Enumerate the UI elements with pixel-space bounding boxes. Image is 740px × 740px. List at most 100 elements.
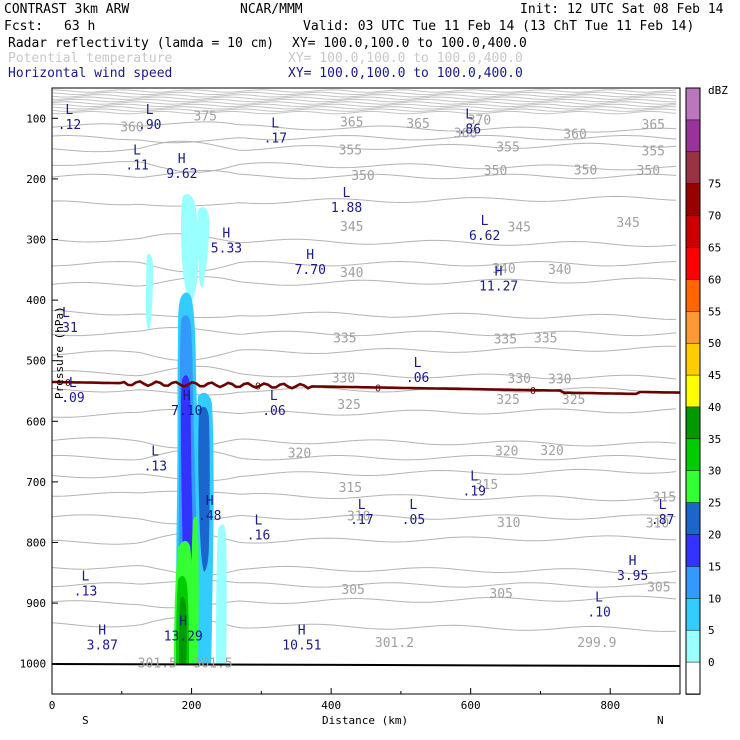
wind-extremum-value: .13 [74, 585, 97, 600]
wind-extremum-type: H [222, 227, 230, 242]
x-tick-label: 600 [461, 699, 481, 712]
theta-contour [51, 408, 677, 418]
theta-label: 310 [497, 516, 520, 531]
x-axis-title: Distance (km) [322, 714, 408, 727]
refl-cloud-side [146, 254, 153, 330]
freezing-level-label: 0 [375, 384, 381, 395]
wind-extremum-value: .17 [350, 513, 373, 528]
wind-extremum-type: L [65, 103, 73, 118]
wind-extremum-value: .86 [458, 122, 481, 137]
wind-extremum-value: .05 [402, 513, 425, 528]
theta-label: 310 [646, 517, 669, 532]
valid-time: Valid: 03 UTC Tue 11 Feb 14 (13 ChT Tue … [303, 19, 694, 34]
wind-extremum-value: .31 [54, 321, 77, 336]
wind-extremum-value: .19 [463, 485, 486, 500]
wind-extremum-type: L [465, 107, 473, 122]
colorbar-label: 25 [708, 497, 721, 510]
wind-extremum: L.17 [350, 498, 373, 528]
colorbar-label: 60 [708, 273, 721, 286]
theta-contour [51, 616, 677, 632]
colorbar-swatch [685, 661, 701, 695]
theta-contour [51, 387, 677, 396]
theta-contour [51, 437, 677, 449]
colorbar-label: 50 [708, 337, 721, 350]
theta-label: 350 [637, 164, 660, 179]
theta-contour [51, 532, 676, 545]
wind-extremum: L.13 [144, 444, 167, 474]
wind-extremum-type: L [595, 590, 603, 605]
theta-label: 301.5 [194, 657, 233, 672]
colorbar-swatch [685, 598, 701, 631]
upper-isentrope [52, 103, 677, 108]
wind-extremum-type: L [69, 376, 77, 391]
colorbar-label: 10 [708, 592, 721, 605]
wind-extremum: L.06 [406, 356, 429, 386]
wind-extremum-value: .48 [198, 509, 221, 524]
wind-extremum-type: L [414, 356, 422, 371]
wind-extremum-type: L [659, 498, 667, 513]
wind-extremum: H.48 [198, 494, 221, 524]
theta-contour [52, 490, 677, 502]
theta-contour [51, 580, 677, 588]
theta-label: 320 [540, 444, 563, 459]
colorbar-swatch [685, 183, 701, 217]
theta-label: 315 [475, 478, 498, 493]
wind-extremum: L.10 [587, 590, 610, 620]
wind-extremum: L.86 [458, 107, 481, 137]
theta-contour [51, 121, 677, 133]
wind-extremum-value: .09 [61, 391, 84, 406]
y-tick-label: 500 [26, 355, 46, 368]
colorbar-swatch [685, 87, 701, 121]
colorbar-swatch [685, 151, 701, 185]
freezing-level-labels: 0 0 0 0 [65, 378, 536, 397]
wind-extrema-layer: L.12L.90 L.17L.86L.11 H9.62L1.88L6.62H5.33… [54, 103, 674, 654]
y-tick-label: 1000 [20, 658, 46, 671]
refl-green-right [191, 516, 199, 664]
theta-label: 320 [288, 446, 311, 461]
theta-contour [51, 514, 677, 525]
theta-label: 325 [496, 393, 519, 408]
x-axis-north-label: N [657, 714, 664, 727]
colorbar-label: 35 [708, 433, 721, 446]
upper-isentrope [51, 96, 677, 100]
wind-extremum-type: L [271, 116, 279, 131]
reflectivity-colorbar: 0 5 10 15 20 25 30 35 40 45 50 55 60 65 70 75 [685, 87, 721, 695]
theta-label: 350 [574, 163, 597, 178]
theta-contour [51, 449, 677, 461]
wind-extremum-type: H [98, 624, 106, 639]
wind-extremum: L.11 [125, 144, 148, 174]
theta-label: 370 [468, 114, 491, 129]
colorbar-swatch [685, 534, 701, 568]
upper-isentrope [51, 89, 677, 93]
wind-extremum: L.05 [402, 498, 425, 528]
x-tick-label: 800 [600, 699, 620, 712]
refl-column-core [181, 375, 193, 583]
theta-label: 325 [562, 393, 585, 408]
model-title: CONTRAST 3km ARW [4, 2, 129, 17]
refl-green-core [179, 596, 187, 664]
colorbar-swatch [685, 438, 701, 472]
theta-contour [51, 468, 677, 482]
colorbar-swatch [685, 470, 701, 504]
wind-extremum: L.87 [651, 498, 674, 528]
colorbar-swatch [685, 342, 701, 376]
field-wind-name: Horizontal wind speed [8, 66, 172, 81]
wind-extremum-type: H [183, 389, 191, 404]
colorbar-label: 40 [708, 401, 721, 414]
forecast-label: Fcst: [4, 19, 43, 34]
wind-extremum: L1.88 [331, 186, 362, 216]
wind-extremum-value: 11.27 [479, 279, 518, 294]
x-axis-south-label: S [82, 714, 89, 727]
forecast-hour: 63 h [64, 19, 95, 34]
field-reflectivity-xy: XY= 100.0,100.0 to 100.0,400.0 [292, 36, 527, 51]
colorbar-swatch [685, 502, 701, 536]
theta-label: 305 [341, 583, 364, 598]
theta-contour [51, 345, 677, 361]
axes: 100 200 300 400 500 600 700 800 900 1000 0 200 400 60… [20, 112, 681, 712]
refl-column-right-mid [198, 406, 210, 572]
wind-extremum-type: H [298, 624, 306, 639]
wind-extremum: L.16 [247, 513, 270, 543]
colorbar-swatch [685, 215, 701, 249]
upper-isentrope [51, 110, 677, 115]
wind-extremum: L.90 [138, 103, 161, 133]
